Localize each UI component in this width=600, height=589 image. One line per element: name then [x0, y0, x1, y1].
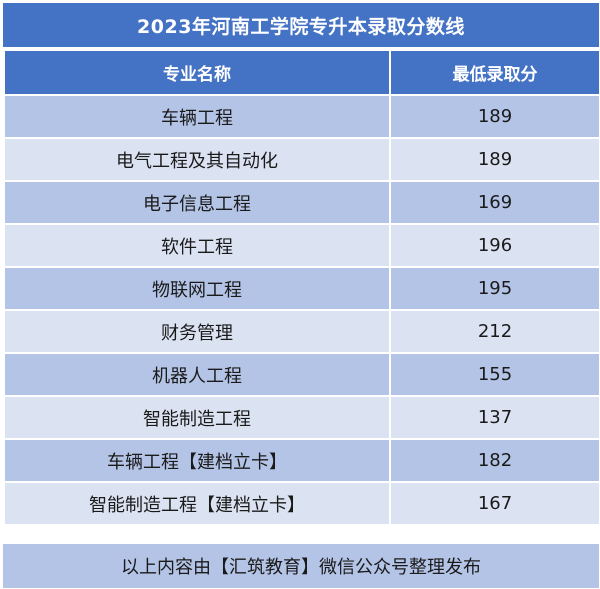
major-cell: 电气工程及其自动化: [3, 137, 391, 182]
table-row: 智能制造工程 137: [3, 395, 600, 440]
major-cell: 软件工程: [3, 223, 391, 268]
table-row: 电子信息工程 169: [3, 180, 600, 225]
major-cell: 财务管理: [3, 309, 391, 354]
table-row: 车辆工程 189: [3, 94, 600, 139]
major-cell: 机器人工程: [3, 352, 391, 397]
table-row: 物联网工程 195: [3, 266, 600, 311]
score-cell: 167: [389, 481, 600, 526]
score-cell: 195: [389, 266, 600, 311]
score-cell: 189: [389, 137, 600, 182]
score-cell: 155: [389, 352, 600, 397]
table-row: 智能制造工程【建档立卡】 167: [3, 481, 600, 526]
score-cell: 189: [389, 94, 600, 139]
table-row: 软件工程 196: [3, 223, 600, 268]
major-cell: 车辆工程【建档立卡】: [3, 438, 391, 483]
admission-score-table: 专业名称 最低录取分 车辆工程 189 电气工程及其自动化 189 电子信息工程…: [3, 49, 600, 526]
table-row: 车辆工程【建档立卡】 182: [3, 438, 600, 483]
header-min-score: 最低录取分: [389, 49, 600, 96]
header-major: 专业名称: [3, 49, 391, 96]
major-cell: 车辆工程: [3, 94, 391, 139]
table-row: 机器人工程 155: [3, 352, 600, 397]
score-cell: 212: [389, 309, 600, 354]
major-cell: 智能制造工程【建档立卡】: [3, 481, 391, 526]
table-row: 电气工程及其自动化 189: [3, 137, 600, 182]
score-cell: 169: [389, 180, 600, 225]
table-row: 财务管理 212: [3, 309, 600, 354]
major-cell: 电子信息工程: [3, 180, 391, 225]
header-row: 专业名称 最低录取分: [3, 49, 600, 96]
score-cell: 182: [389, 438, 600, 483]
table-title: 2023年河南工学院专升本录取分数线: [3, 3, 599, 47]
score-cell: 196: [389, 223, 600, 268]
major-cell: 智能制造工程: [3, 395, 391, 440]
major-cell: 物联网工程: [3, 266, 391, 311]
source-footer: 以上内容由【汇筑教育】微信公众号整理发布: [3, 544, 599, 588]
score-cell: 137: [389, 395, 600, 440]
